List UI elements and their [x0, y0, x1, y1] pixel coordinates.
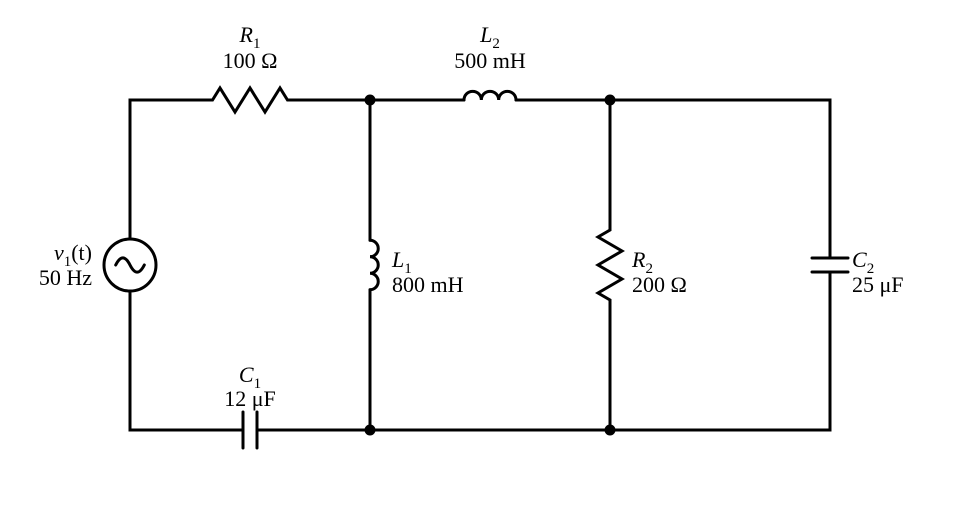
circuit-diagram: R1100 ΩL2500 mHv1(t)50 HzL1800 mHR2200 Ω…: [0, 0, 962, 510]
svg-text:500 mH: 500 mH: [454, 48, 526, 73]
wire-net: [130, 100, 830, 430]
svg-text:200 Ω: 200 Ω: [632, 272, 687, 297]
component-labels: R1100 ΩL2500 mHv1(t)50 HzL1800 mHR2200 Ω…: [39, 22, 904, 411]
svg-text:12 μF: 12 μF: [224, 386, 276, 411]
svg-text:25 μF: 25 μF: [852, 272, 904, 297]
svg-text:100 Ω: 100 Ω: [223, 48, 278, 73]
components: [104, 88, 848, 448]
svg-text:50 Hz: 50 Hz: [39, 265, 92, 290]
svg-text:800 mH: 800 mH: [392, 272, 464, 297]
